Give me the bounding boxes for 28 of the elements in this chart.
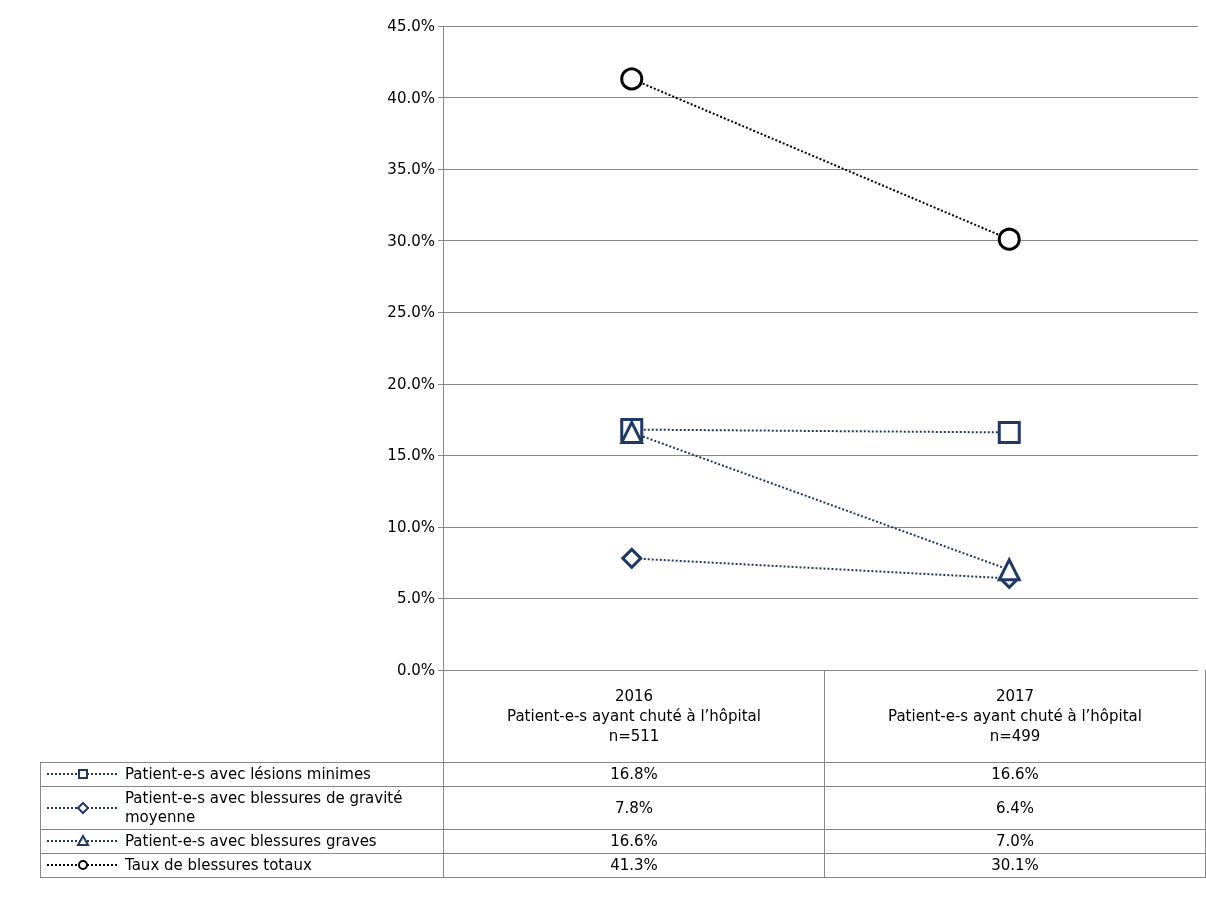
x-tick-label: 2016 Patient-e-s ayant chuté à l’hôpital n=511	[443, 670, 825, 762]
y-tick-label: 0.0%	[396, 661, 435, 679]
data-label: 16.6%	[824, 762, 1206, 786]
y-tick-label: 15.0%	[387, 446, 435, 465]
data-label: 41.3%	[443, 853, 825, 877]
y-tick-label: 20.0%	[387, 374, 435, 393]
y-tick-label: 30.0%	[387, 231, 435, 250]
x-tick-label: 2017 Patient-e-s ayant chuté à l’hôpital n=499	[824, 670, 1206, 762]
y-tick-label: 5.0%	[396, 589, 435, 608]
point	[997, 227, 1021, 251]
point	[620, 67, 644, 91]
y-tick-label: 25.0%	[387, 303, 435, 322]
legend-label: Taux de blessures totaux	[125, 855, 312, 875]
y-tick-label: 10.0%	[387, 517, 435, 536]
data-label: 30.1%	[824, 853, 1206, 877]
legend-label: Patient-e-s avec blessures graves	[125, 831, 377, 851]
legend-label: Patient-e-s avec blessures de gravité moyenne	[125, 788, 404, 827]
y-tick-label: 40.0%	[387, 88, 435, 107]
data-label: 7.8%	[443, 786, 825, 829]
data-label: 16.8%	[443, 762, 825, 786]
legend-label: Patient-e-s avec lésions minimes	[125, 764, 371, 784]
data-label: 6.4%	[824, 786, 1206, 829]
point	[621, 547, 643, 569]
y-tick-label: 35.0%	[387, 160, 435, 179]
y-tick-label: 45.0%	[387, 17, 435, 35]
data-label: 7.0%	[824, 829, 1206, 853]
data-label: 16.6%	[443, 829, 825, 853]
point	[997, 420, 1021, 444]
